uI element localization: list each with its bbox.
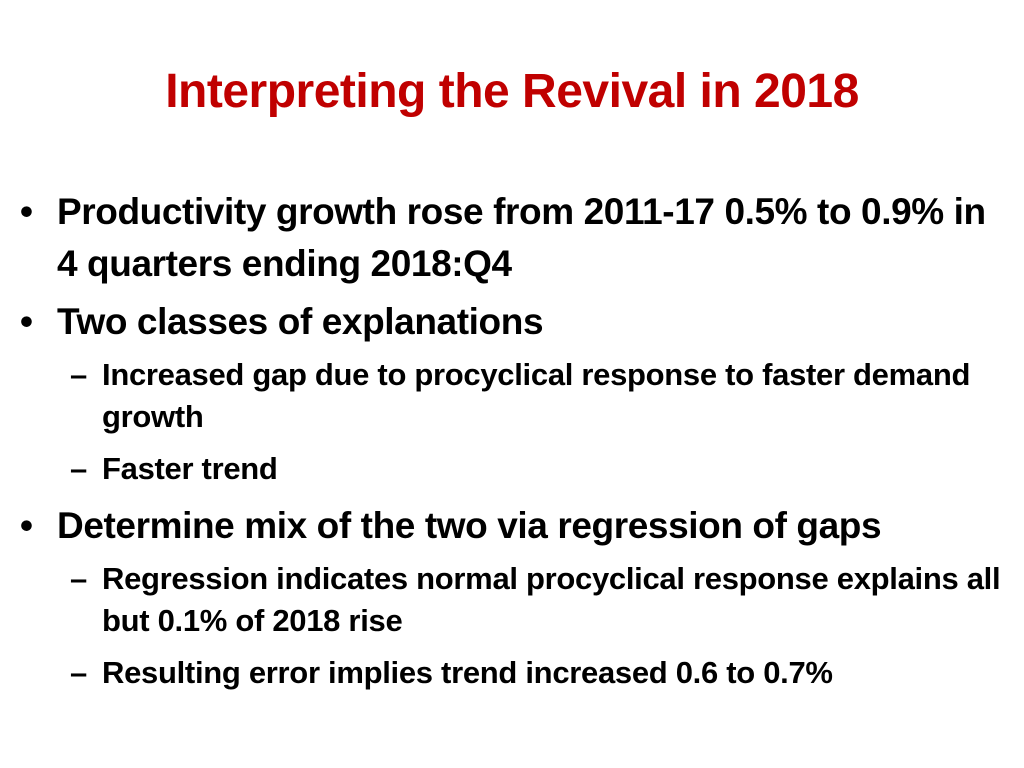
- sub-bullet-group: – Regression indicates normal procyclica…: [20, 558, 1010, 694]
- bullet-text: Determine mix of the two via regression …: [57, 505, 882, 546]
- sub-bullet-item: – Increased gap due to procyclical respo…: [20, 354, 1010, 438]
- dash-marker: –: [70, 561, 87, 596]
- bullet-item: • Productivity growth rose from 2011-17 …: [20, 186, 1010, 290]
- bullet-list: • Productivity growth rose from 2011-17 …: [20, 186, 1010, 704]
- sub-bullet-list: – Regression indicates normal procyclica…: [20, 558, 1010, 694]
- sub-bullet-list: – Increased gap due to procyclical respo…: [20, 354, 1010, 490]
- sub-bullet-item: – Regression indicates normal procyclica…: [20, 558, 1010, 642]
- sub-bullet-text: Resulting error implies trend increased …: [102, 655, 833, 690]
- bullet-marker: •: [20, 191, 33, 232]
- bullet-marker: •: [20, 301, 33, 342]
- bullet-item: • Determine mix of the two via regressio…: [20, 500, 1010, 552]
- bullet-marker: •: [20, 505, 33, 546]
- sub-bullet-text: Faster trend: [102, 451, 278, 486]
- bullet-text: Productivity growth rose from 2011-17 0.…: [57, 191, 986, 284]
- dash-marker: –: [70, 451, 87, 486]
- bullet-item: • Two classes of explanations: [20, 296, 1010, 348]
- bullet-text: Two classes of explanations: [57, 301, 544, 342]
- slide-title: Interpreting the Revival in 2018: [165, 65, 859, 118]
- dash-marker: –: [70, 357, 87, 392]
- sub-bullet-group: – Increased gap due to procyclical respo…: [20, 354, 1010, 490]
- sub-bullet-text: Increased gap due to procyclical respons…: [102, 357, 971, 434]
- dash-marker: –: [70, 655, 87, 690]
- sub-bullet-item: – Resulting error implies trend increase…: [20, 652, 1010, 694]
- sub-bullet-text: Regression indicates normal procyclical …: [102, 561, 1001, 638]
- sub-bullet-item: – Faster trend: [20, 448, 1010, 490]
